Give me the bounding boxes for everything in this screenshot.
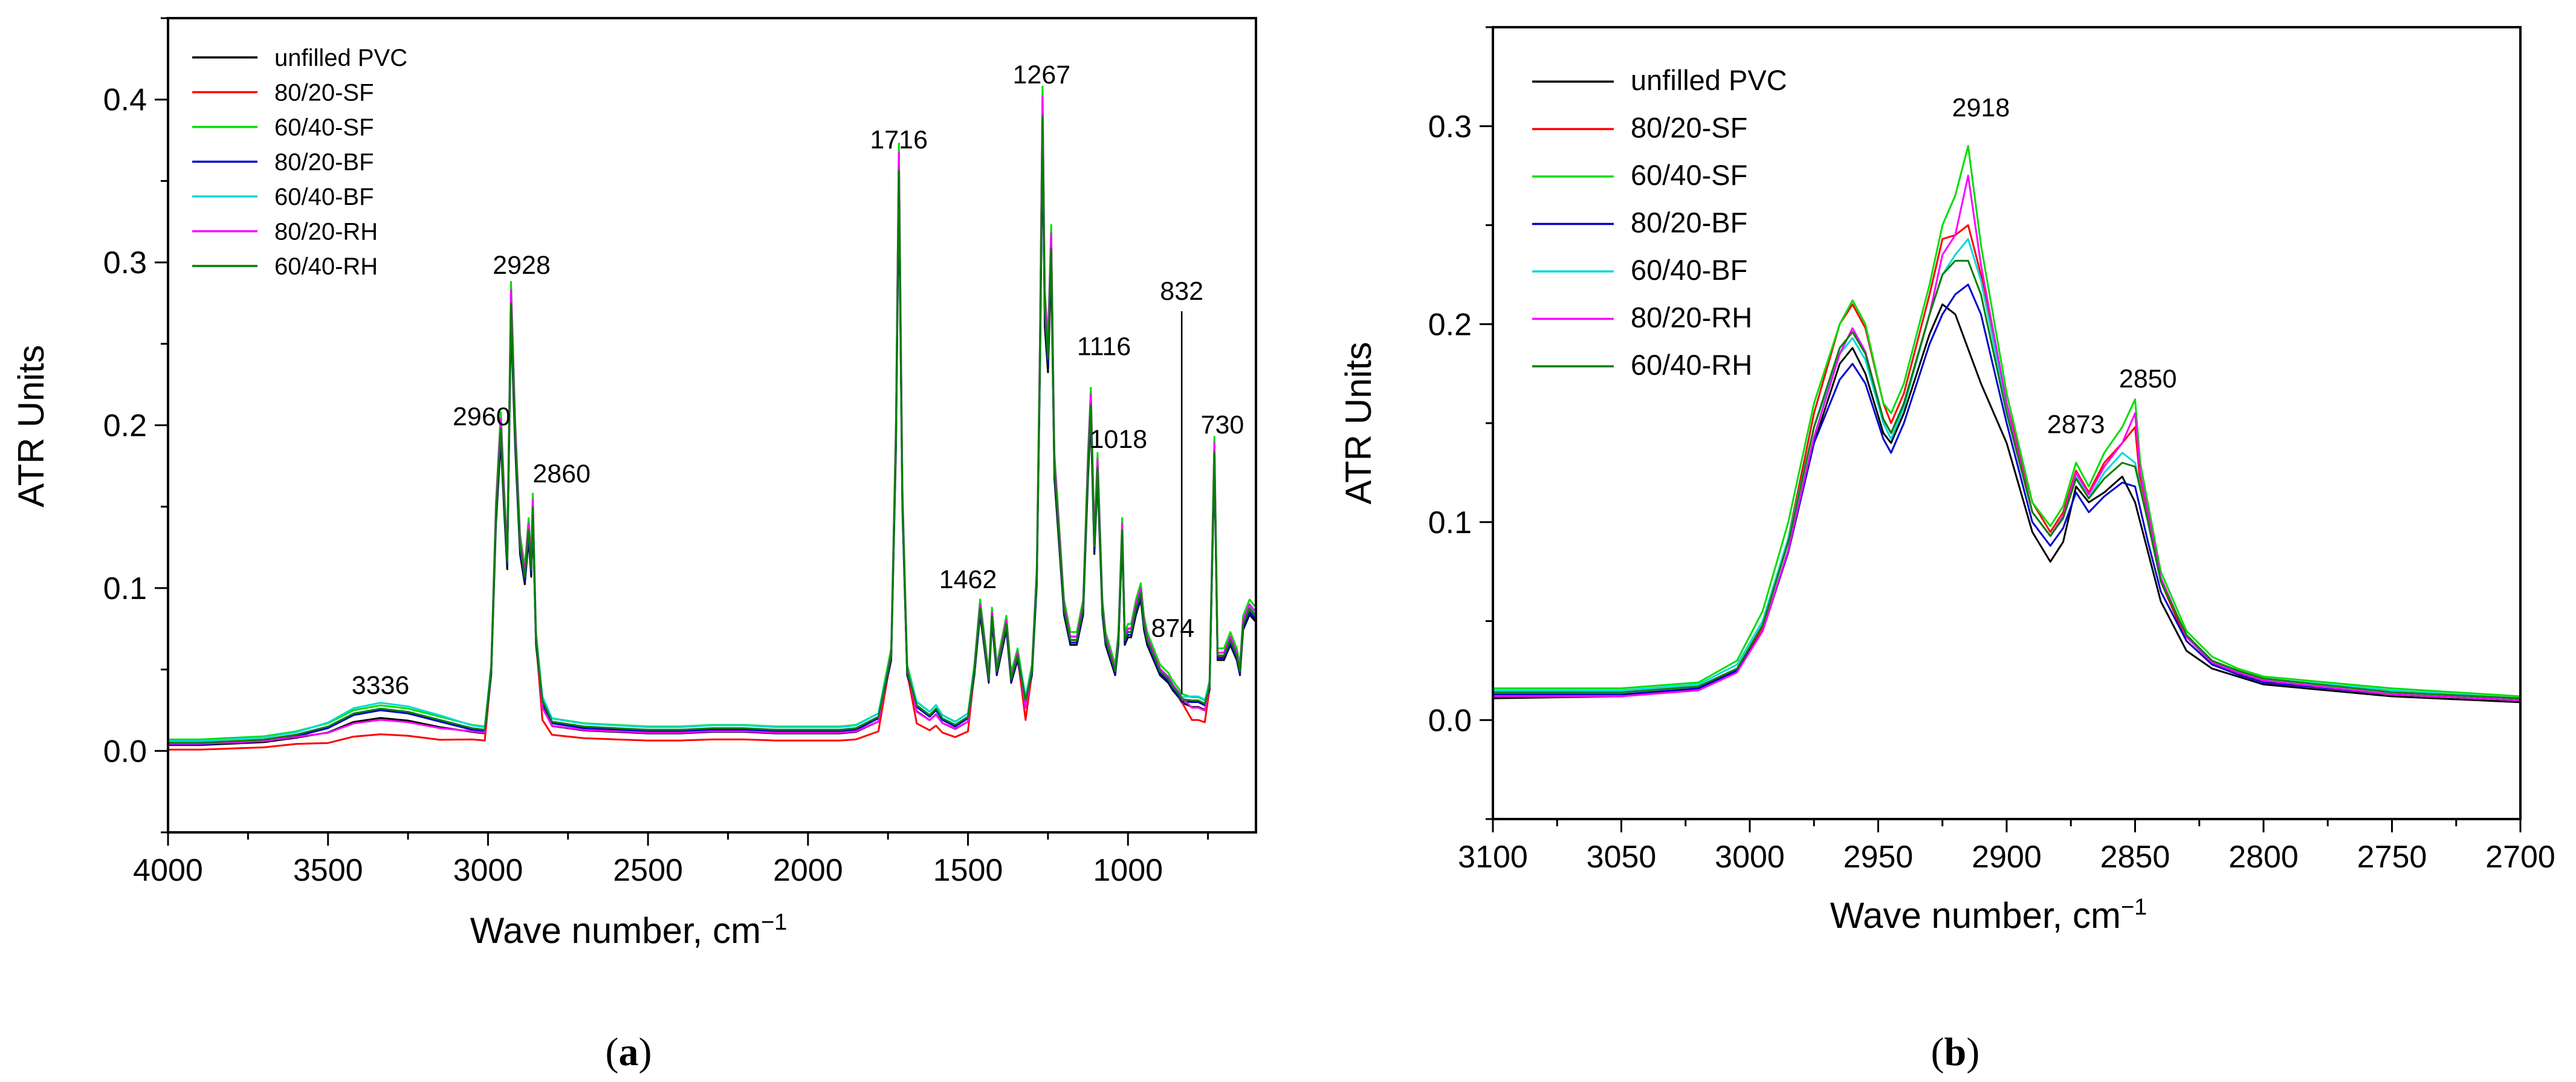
legend-label: unfilled PVC (1631, 64, 1787, 96)
peak-label: 2928 (493, 251, 551, 280)
x-tick-label: 2800 (2228, 840, 2299, 875)
series-line-80-20-bf (1493, 283, 2521, 701)
x-tick-label: 3100 (1458, 840, 1528, 875)
x-tick-label: 3000 (1715, 840, 1785, 875)
y-tick-label: 0.2 (1428, 307, 1472, 342)
y-tick-label: 0.3 (103, 245, 147, 280)
series-line-60-40-sf (1493, 145, 2521, 698)
series-group-b (1492, 145, 2521, 704)
x-tick-label: 3050 (1587, 840, 1657, 875)
peak-label: 2918 (1952, 93, 2010, 122)
legend-label: 80/20-SF (274, 80, 374, 106)
y-tick-label: 0.0 (103, 734, 147, 769)
annotations-b: 2918 2873 2850 (1952, 93, 2177, 439)
legend-label: 80/20-BF (274, 149, 374, 176)
chart-panel-a: 4000 3500 3000 2500 2000 1500 1000 0.0 0.1 0.2 0.3… (11, 17, 1257, 1074)
legend-label: 60/40-BF (274, 184, 374, 210)
axis-ticks-b: 3100 3050 3000 2950 2900 2850 2800 2750 2700 0.0 0… (1428, 26, 2555, 875)
x-tick-label: 2500 (613, 853, 683, 888)
y-tick-label: 0.0 (1428, 703, 1472, 738)
x-tick-label: 3500 (293, 853, 363, 888)
legend-label: 60/40-SF (1631, 159, 1747, 191)
legend-label: 60/40-SF (274, 114, 374, 141)
legend-label: 80/20-RH (274, 219, 378, 245)
legend-b: unfilled PVC 80/20-SF 60/40-SF 80/20-BF 60/4… (1532, 64, 1787, 381)
y-tick-label: 0.1 (1428, 505, 1472, 540)
series-line-60-40-rh (1493, 259, 2521, 699)
y-axis-label-a: ATR Units (11, 345, 51, 508)
x-tick-label: 3000 (453, 853, 523, 888)
peak-label: 3336 (352, 671, 410, 700)
peak-label: 1267 (1012, 60, 1070, 89)
chart-panel-b: 3100 3050 3000 2950 2900 2850 2800 2750 2700 0.0 0… (1338, 26, 2555, 1074)
y-tick-label: 0.4 (103, 83, 147, 118)
x-tick-label: 4000 (133, 853, 203, 888)
legend-label: 60/40-RH (1631, 349, 1752, 381)
legend-label: 60/40-RH (274, 253, 378, 280)
panel-caption-b: (b) (1931, 1030, 1980, 1074)
legend-label: unfilled PVC (274, 45, 407, 71)
peak-label: 874 (1151, 614, 1194, 643)
peak-label: 2960 (453, 403, 511, 432)
peak-label: 832 (1160, 277, 1203, 306)
y-tick-label: 0.2 (103, 409, 147, 444)
y-axis-label-b: ATR Units (1338, 342, 1379, 505)
legend-label: 80/20-SF (1631, 112, 1747, 144)
axis-ticks-a: 4000 3500 3000 2500 2000 1500 1000 0.0 0.1 0.2 0.3… (103, 17, 1209, 888)
peak-label: 1116 (1077, 332, 1131, 361)
peak-label: 1716 (870, 126, 928, 155)
legend-label: 80/20-RH (1631, 302, 1752, 334)
peak-label: 1018 (1090, 425, 1148, 454)
x-tick-label: 1500 (933, 853, 1003, 888)
panel-caption-a: (a) (606, 1030, 652, 1074)
annotations-a: 3336 2960 2928 2860 1716 1462 1267 1116 1018 874 8… (352, 60, 1244, 700)
series-line-80-20-sf (1493, 224, 2521, 701)
y-tick-label: 0.3 (1428, 109, 1472, 144)
x-tick-label: 2000 (773, 853, 843, 888)
x-tick-label: 2900 (1972, 840, 2042, 875)
x-axis-label-b: Wave number, cm−1 (1830, 895, 2147, 936)
peak-label: 1462 (939, 565, 997, 594)
x-tick-label: 2850 (2100, 840, 2170, 875)
y-tick-label: 0.1 (103, 571, 147, 606)
peak-label: 730 (1201, 410, 1244, 439)
peak-label: 2850 (2119, 364, 2177, 394)
peak-label: 2860 (532, 459, 591, 488)
x-tick-label: 2700 (2485, 840, 2555, 875)
series-group-a (168, 85, 1257, 751)
legend-label: 80/20-BF (1631, 207, 1747, 239)
x-tick-label: 1000 (1093, 853, 1163, 888)
x-tick-label: 2950 (1843, 840, 1914, 875)
x-axis-label-a: Wave number, cm−1 (470, 910, 788, 951)
x-tick-label: 2750 (2357, 840, 2427, 875)
peak-label: 2873 (2047, 410, 2105, 439)
legend-label: 60/40-BF (1631, 254, 1747, 286)
legend-a: unfilled PVC 80/20-SF 60/40-SF 80/20-BF 60/4… (192, 45, 407, 280)
series-line-60-40-rh (168, 115, 1257, 744)
